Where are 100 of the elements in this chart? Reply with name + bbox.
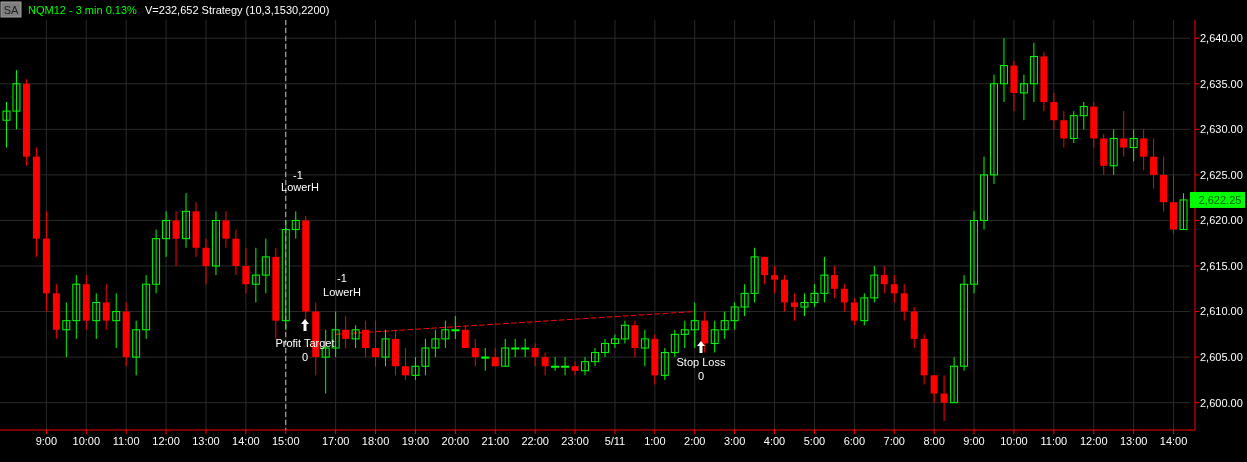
candlestick [771, 265, 779, 294]
candlestick [970, 210, 979, 294]
candlestick [990, 74, 998, 185]
candlestick [92, 292, 101, 340]
x-tick-label: 14:00 [1159, 435, 1188, 447]
candlestick [900, 283, 908, 322]
x-tick-label: 9:00 [35, 435, 58, 447]
candlestick [761, 256, 769, 285]
candlestick [182, 192, 191, 249]
candlestick [690, 301, 699, 349]
candlestick [870, 265, 879, 303]
x-tick-label: 10:00 [1000, 435, 1028, 447]
candlestick [631, 320, 639, 358]
y-tick-label: 2,620.00 [1200, 214, 1243, 227]
chart-title: NQM12 - 3 min 0.13% [28, 4, 138, 16]
candlestick [860, 292, 869, 326]
candlestick [840, 283, 848, 313]
candlestick [1060, 110, 1068, 149]
x-tick-label: 12:00 [152, 435, 180, 447]
candlestick [999, 37, 1008, 103]
annotation: 0 [301, 351, 309, 363]
candlestick [521, 338, 530, 358]
candlestick [1179, 192, 1188, 231]
candlestick [930, 374, 938, 404]
candlestick [211, 210, 220, 276]
candlestick [950, 356, 959, 404]
x-tick-label: 4:00 [763, 435, 786, 447]
candlestick [581, 356, 590, 376]
x-tick-label: 18:00 [361, 435, 390, 447]
candlestick [72, 274, 81, 340]
y-tick-label: 2,640.00 [1200, 32, 1243, 45]
x-tick-label: 20:00 [441, 435, 470, 447]
candlestick [660, 347, 669, 381]
x-tick-label: 13:00 [192, 435, 220, 447]
candlestick [591, 347, 599, 367]
candlestick [291, 210, 300, 240]
candlestick [620, 320, 629, 344]
x-tick-label: 8:00 [923, 435, 945, 447]
candlestick [162, 210, 171, 258]
x-tick-label: 9:00 [963, 435, 985, 447]
candlestick [142, 274, 151, 340]
annotation: -1 [337, 272, 347, 284]
x-tick-label: 17:00 [321, 435, 350, 447]
x-tick-label: 19:00 [401, 435, 430, 447]
candlestick [1029, 42, 1038, 103]
x-tick-label: 5:00 [803, 435, 826, 447]
candlestick [890, 274, 898, 303]
candlestick [132, 320, 141, 376]
candlestick [541, 352, 549, 376]
x-tick-label: 12:00 [1079, 435, 1108, 447]
x-tick-label: 10:00 [72, 435, 101, 447]
candlestick [1050, 92, 1058, 130]
candlestick [251, 247, 260, 303]
candlestick [880, 265, 888, 294]
candlestick [62, 301, 71, 358]
candlestick [640, 329, 649, 367]
y-tick-label: 2,630.00 [1200, 123, 1243, 136]
candlestick [261, 238, 270, 294]
y-tick-label: 2,615.00 [1200, 259, 1243, 272]
x-tick-label: 2:00 [684, 435, 706, 447]
candlestick [1019, 74, 1028, 121]
candlestick [152, 229, 161, 294]
candlestick [720, 311, 729, 340]
candlestick [1129, 128, 1138, 162]
candlestick [600, 338, 609, 358]
y-tick-label: 2,610.00 [1200, 305, 1243, 318]
y-tick-label: 2,605.00 [1200, 350, 1243, 363]
x-tick-label: 6:00 [843, 435, 866, 447]
x-tick-label: 1:00 [644, 435, 666, 447]
candlestick [701, 311, 709, 354]
candlestick [670, 329, 679, 358]
candlestick [351, 324, 360, 349]
candlestick [980, 156, 989, 231]
candlestick [381, 329, 390, 367]
candlestick [281, 219, 290, 331]
candlestick [1079, 101, 1088, 130]
x-tick-label: 15:00 [272, 435, 300, 447]
x-tick-label: 22:00 [521, 435, 549, 447]
x-tick-label: 14:00 [232, 435, 260, 447]
x-tick-label: 11:00 [1040, 435, 1068, 447]
text: 2,622.25 [1198, 193, 1242, 206]
candlestick [471, 338, 479, 367]
candlestick [781, 274, 789, 313]
y-tick-label: 2,600.00 [1200, 396, 1243, 409]
candlestick [680, 320, 689, 349]
x-tick-label: 23:00 [561, 435, 589, 447]
x-tick-label: 21:00 [481, 435, 510, 447]
annotation: Stop Loss [676, 356, 726, 368]
candlestick [1069, 110, 1078, 144]
candlestick [531, 342, 539, 367]
candlestick [1140, 128, 1148, 171]
candlestick [1120, 110, 1128, 158]
annotation: -1 [293, 169, 303, 181]
candlestick [1150, 137, 1158, 190]
candlestick [501, 338, 510, 367]
candlestick [551, 356, 560, 372]
candlestick [940, 374, 948, 422]
candlestick [1109, 128, 1118, 176]
candlestick [102, 283, 110, 331]
y-tick-label: 2,625.00 [1200, 168, 1243, 181]
